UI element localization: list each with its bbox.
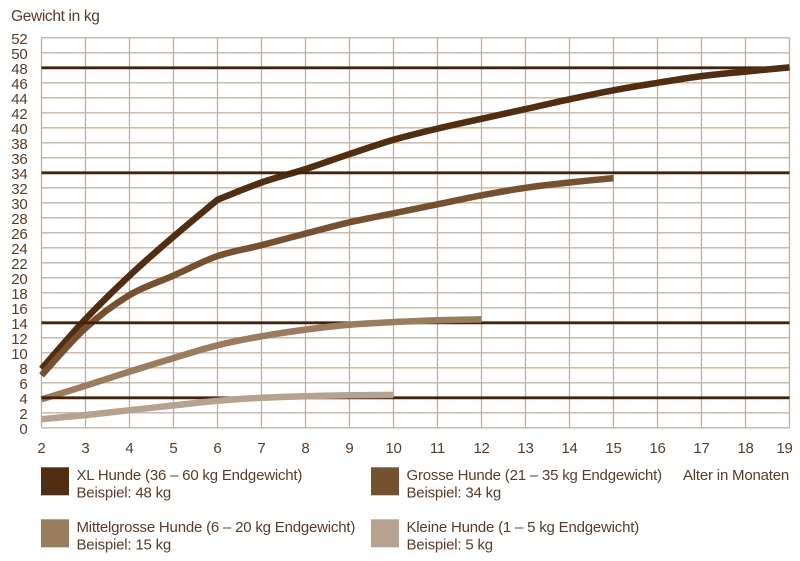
svg-text:28: 28 [11, 211, 27, 228]
svg-text:44: 44 [11, 91, 27, 108]
svg-text:10: 10 [385, 440, 401, 457]
svg-text:13: 13 [517, 440, 533, 457]
svg-text:11: 11 [430, 440, 445, 457]
svg-text:18: 18 [737, 440, 753, 457]
svg-text:19: 19 [776, 440, 792, 457]
svg-text:9: 9 [345, 440, 353, 457]
svg-text:42: 42 [11, 106, 27, 123]
svg-text:Alter in Monaten: Alter in Monaten [683, 467, 789, 484]
svg-text:50: 50 [11, 46, 27, 63]
svg-text:7: 7 [257, 440, 265, 457]
svg-text:40: 40 [11, 121, 27, 138]
svg-text:Beispiel: 5 kg: Beispiel: 5 kg [407, 537, 493, 554]
svg-text:Mittelgrosse Hunde (6 – 20 kg: Mittelgrosse Hunde (6 – 20 kg Endgewicht… [77, 519, 356, 536]
svg-text:30: 30 [11, 196, 27, 213]
svg-text:48: 48 [11, 61, 27, 78]
svg-text:4: 4 [19, 391, 27, 408]
svg-text:36: 36 [11, 151, 27, 168]
svg-text:Beispiel: 48 kg: Beispiel: 48 kg [77, 485, 172, 502]
svg-text:34: 34 [11, 166, 27, 183]
svg-text:Beispiel: 34 kg: Beispiel: 34 kg [407, 485, 502, 502]
svg-text:14: 14 [11, 316, 27, 333]
svg-text:0: 0 [19, 421, 27, 438]
svg-text:Kleine Hunde (1 – 5 kg Endgewi: Kleine Hunde (1 – 5 kg Endgewicht) [407, 519, 640, 536]
svg-text:5: 5 [169, 440, 177, 457]
svg-text:22: 22 [11, 256, 27, 273]
svg-text:3: 3 [81, 440, 89, 457]
svg-text:6: 6 [19, 376, 27, 393]
svg-text:32: 32 [11, 181, 27, 198]
svg-text:20: 20 [11, 271, 27, 288]
svg-text:16: 16 [11, 301, 27, 318]
svg-text:38: 38 [11, 136, 27, 153]
svg-text:6: 6 [213, 440, 221, 457]
svg-text:16: 16 [649, 440, 665, 457]
svg-text:4: 4 [125, 440, 133, 457]
svg-text:18: 18 [11, 286, 27, 303]
svg-text:15: 15 [605, 440, 621, 457]
svg-text:12: 12 [11, 331, 27, 348]
svg-text:10: 10 [11, 346, 27, 363]
svg-text:26: 26 [11, 226, 27, 243]
svg-text:52: 52 [11, 31, 27, 48]
svg-text:14: 14 [561, 440, 577, 457]
svg-text:Beispiel: 15 kg: Beispiel: 15 kg [77, 537, 172, 554]
svg-text:XL Hunde (36 – 60 kg Endgewich: XL Hunde (36 – 60 kg Endgewicht) [77, 467, 303, 484]
svg-text:12: 12 [473, 440, 489, 457]
svg-text:Grosse Hunde (21 – 35 kg Endge: Grosse Hunde (21 – 35 kg Endgewicht) [407, 467, 663, 484]
svg-text:24: 24 [11, 241, 27, 258]
svg-text:8: 8 [301, 440, 309, 457]
svg-text:Gewicht in kg: Gewicht in kg [11, 8, 100, 25]
svg-text:46: 46 [11, 76, 27, 93]
svg-text:8: 8 [19, 361, 27, 378]
svg-text:2: 2 [19, 406, 27, 423]
svg-text:2: 2 [37, 440, 45, 457]
svg-text:17: 17 [693, 440, 709, 457]
